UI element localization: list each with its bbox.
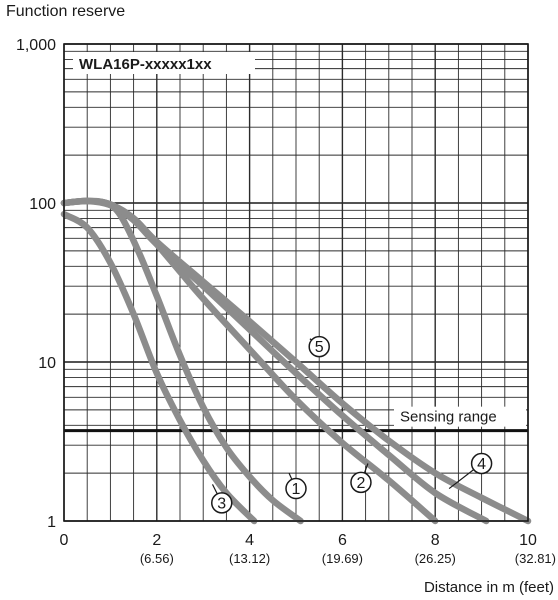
curve-4-marker-circle [470, 452, 493, 475]
x-tick-label: 4 [245, 532, 254, 549]
curve-4-marker-label: 4 [477, 456, 486, 473]
model-label-background [73, 52, 255, 74]
x-tick-sublabel: (13.12) [229, 551, 270, 566]
x-tick-label: 2 [152, 532, 161, 549]
curve-markers: 1 2 3 4 5 [211, 335, 493, 514]
x-axis-label: Distance in m (feet) [424, 579, 554, 596]
y-axis-label: Function reserve [6, 3, 125, 20]
curve-5-marker-circle [308, 335, 330, 358]
y-tick-label: 100 [29, 196, 56, 213]
x-tick-sublabel: (19.69) [322, 551, 363, 566]
curve-2-marker-circle [350, 471, 372, 494]
model-label-box: WLA16P-xxxxx1xx [73, 52, 255, 74]
x-tick-labels: 0 2 (6.56) 4 (13.12) 6 (19.69) 8 (26.25) 10 (32.81… [60, 532, 556, 566]
sensing-range-label-background [394, 406, 526, 427]
x-tick-label: 0 [60, 532, 69, 549]
x-tick-sublabel: (26.25) [415, 551, 456, 566]
y-tick-label: 1 [47, 514, 56, 531]
curve-2-marker-label: 2 [357, 475, 366, 492]
x-tick-label: 6 [338, 532, 347, 549]
curve-5 [60, 197, 532, 525]
curve-1-marker-label: 1 [292, 481, 301, 498]
curve-3 [60, 210, 258, 525]
curves [60, 197, 532, 525]
curve-1-marker-circle [285, 477, 307, 500]
x-tick-label: 10 [519, 532, 537, 549]
x-tick-sublabel: (6.56) [140, 551, 174, 566]
model-label: WLA16P-xxxxx1xx [79, 56, 212, 73]
plot-border [63, 43, 529, 522]
sensing-range-label-group: Sensing range [394, 406, 526, 427]
curve-5-marker-label: 5 [315, 339, 324, 356]
y-tick-label: 1,000 [16, 37, 56, 54]
sensing-range-label: Sensing range [400, 409, 497, 426]
grid [63, 43, 529, 522]
curve-3-marker-circle [211, 492, 233, 514]
plot-frame [63, 43, 529, 522]
x-tick-sublabel: (32.81) [515, 551, 556, 566]
y-tick-label: 10 [38, 355, 56, 372]
curve-3-marker-label: 3 [217, 495, 226, 512]
x-tick-label: 8 [431, 532, 440, 549]
y-tick-labels: 1 10 100 1,000 [16, 37, 56, 531]
